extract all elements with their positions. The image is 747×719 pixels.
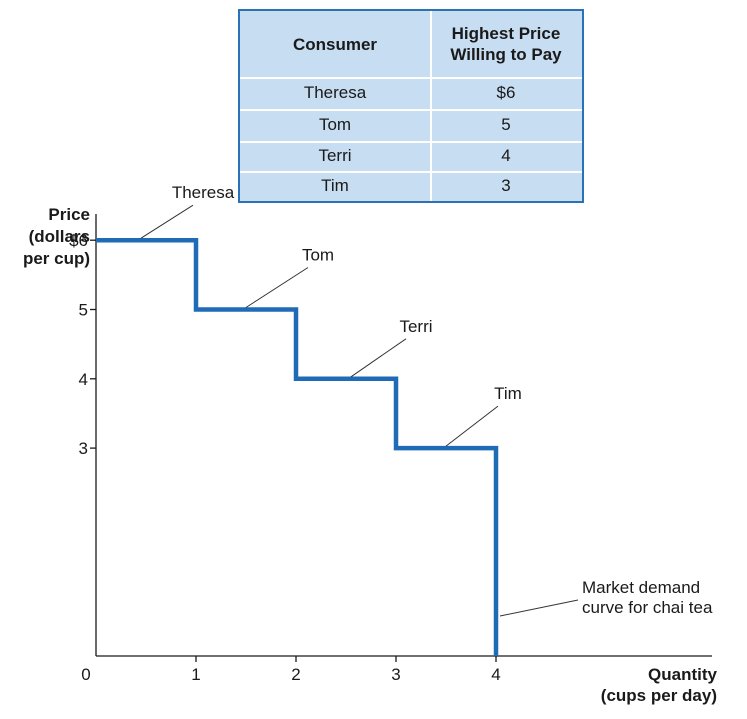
x-tick-label: 0 <box>81 665 90 684</box>
annotation-leader <box>245 267 309 308</box>
table-header-row: Consumer Highest Price Willing to Pay <box>240 11 582 77</box>
y-axis-label: Price (dollars per cup) <box>20 204 90 270</box>
table-row-divider <box>240 109 582 111</box>
header-highest-price: Highest Price Willing to Pay <box>430 11 582 77</box>
y-axis-label-line: (dollars <box>28 227 90 246</box>
table-row-divider <box>240 171 582 173</box>
consumer-name: Tim <box>321 176 349 195</box>
table-column-divider <box>430 11 432 201</box>
curve-label-leader <box>499 599 579 617</box>
header-consumer: Consumer <box>292 34 378 54</box>
x-tick-label: 3 <box>391 665 400 684</box>
header-price-line1: Highest Price <box>451 24 561 43</box>
y-tick-label: $6 <box>69 231 88 250</box>
y-tick-label: 3 <box>79 439 88 458</box>
annotation-label-tom: Tom <box>302 246 334 265</box>
annotation-label-tim: Tim <box>494 384 522 403</box>
x-tick-label: 1 <box>191 665 200 684</box>
table-row: Theresa $6 <box>240 77 582 109</box>
consumer-price: $6 <box>496 83 516 102</box>
table-row: Tim 3 <box>240 171 582 201</box>
y-tick-label: 4 <box>79 370 88 389</box>
x-axis-label-line: (cups per day) <box>600 686 717 705</box>
x-tick-label: 4 <box>491 665 500 684</box>
table-row-divider <box>240 77 582 79</box>
annotation-label-terri: Terri <box>399 317 432 336</box>
table-row: Tom 5 <box>240 109 582 141</box>
curve-label-line: curve for chai tea <box>582 598 713 617</box>
annotation-label-theresa: Theresa <box>172 183 235 202</box>
annotation-leader <box>350 338 407 378</box>
x-tick-label: 2 <box>291 665 300 684</box>
willingness-to-pay-table: Consumer Highest Price Willing to Pay Th… <box>238 9 584 203</box>
y-tick-label: 5 <box>79 301 88 320</box>
annotation-leader <box>140 204 194 239</box>
x-axis-label: Quantity (cups per day) <box>601 664 717 706</box>
y-axis-label-line: Price <box>48 205 90 224</box>
consumer-price: 5 <box>501 115 511 134</box>
table-row-divider <box>240 141 582 143</box>
consumer-name: Theresa <box>303 83 367 102</box>
header-price-line2: Willing to Pay <box>450 45 562 64</box>
curve-label: Market demand curve for chai tea <box>582 578 712 618</box>
table-row: Terri 4 <box>240 141 582 171</box>
consumer-price: 4 <box>501 146 511 165</box>
consumer-name: Tom <box>318 115 352 134</box>
x-axis-label-line: Quantity <box>648 665 717 684</box>
demand-curve <box>96 237 499 656</box>
consumer-price: 3 <box>501 176 511 195</box>
consumer-name: Terri <box>318 146 352 165</box>
y-axis-label-line: per cup) <box>22 249 90 268</box>
annotation-leader <box>445 405 499 447</box>
curve-label-line: Market demand <box>582 578 701 597</box>
